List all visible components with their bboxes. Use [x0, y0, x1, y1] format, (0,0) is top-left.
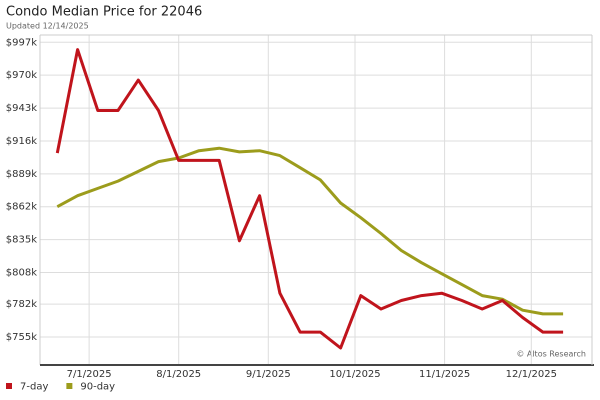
legend-label: 90-day: [80, 382, 115, 393]
y-tick-label: $997k: [6, 37, 37, 48]
y-tick-label: $889k: [6, 169, 37, 180]
x-tick-label: 9/1/2025: [246, 369, 291, 380]
y-tick-label: $755k: [6, 332, 37, 343]
x-tick-label: 8/1/2025: [156, 369, 201, 380]
y-tick-label: $808k: [6, 267, 37, 278]
watermark: © Altos Research: [516, 350, 586, 359]
chart-title: Condo Median Price for 22046: [6, 5, 202, 20]
y-tick-label: $943k: [6, 103, 37, 114]
chart-subtitle: Updated 12/14/2025: [6, 22, 89, 31]
y-tick-label: $916k: [6, 136, 37, 147]
x-tick-label: 12/1/2025: [506, 369, 557, 380]
x-tick-label: 10/1/2025: [329, 369, 380, 380]
x-tick-label: 11/1/2025: [419, 369, 470, 380]
y-tick-label: $862k: [6, 202, 37, 213]
legend-label: 7-day: [20, 382, 48, 393]
series-line: [56, 146, 564, 316]
y-tick-label: $970k: [6, 70, 37, 81]
series-line: [55, 48, 564, 350]
legend-swatch: [6, 383, 12, 389]
legend-swatch: [66, 383, 73, 389]
y-tick-label: $782k: [6, 299, 37, 310]
y-tick-label: $835k: [6, 235, 37, 246]
x-tick-label: 7/1/2025: [67, 369, 112, 380]
